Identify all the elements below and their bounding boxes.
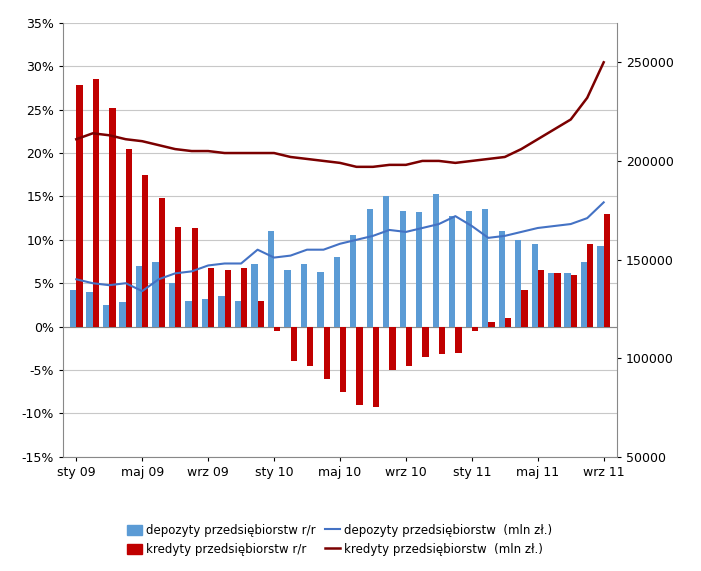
Bar: [406, 327, 412, 365]
Bar: [531, 244, 538, 327]
Bar: [208, 268, 215, 327]
Bar: [350, 235, 357, 327]
Bar: [119, 302, 125, 327]
Bar: [169, 283, 175, 327]
Bar: [522, 290, 528, 327]
Bar: [285, 270, 290, 327]
Bar: [152, 262, 158, 327]
Bar: [373, 327, 379, 407]
Bar: [489, 322, 495, 327]
Bar: [109, 108, 116, 327]
Bar: [125, 148, 132, 327]
Bar: [103, 305, 109, 327]
Bar: [334, 257, 340, 327]
Bar: [86, 292, 93, 327]
Bar: [423, 327, 428, 357]
Bar: [301, 264, 307, 327]
Bar: [390, 327, 395, 370]
Bar: [498, 231, 505, 327]
Bar: [142, 175, 149, 327]
Bar: [416, 212, 423, 327]
Bar: [274, 327, 280, 331]
Bar: [554, 273, 561, 327]
Bar: [472, 327, 478, 331]
Bar: [449, 215, 456, 327]
Bar: [456, 327, 462, 353]
Bar: [185, 300, 191, 327]
Bar: [465, 211, 472, 327]
Bar: [564, 273, 571, 327]
Bar: [597, 246, 604, 327]
Bar: [290, 327, 297, 361]
Bar: [439, 327, 445, 355]
Bar: [340, 327, 346, 392]
Bar: [93, 79, 99, 327]
Bar: [400, 211, 406, 327]
Bar: [515, 240, 522, 327]
Bar: [224, 270, 231, 327]
Bar: [268, 231, 274, 327]
Bar: [191, 228, 198, 327]
Bar: [433, 194, 439, 327]
Bar: [482, 210, 489, 327]
Bar: [257, 300, 264, 327]
Bar: [136, 266, 142, 327]
Bar: [318, 272, 323, 327]
Bar: [604, 214, 610, 327]
Bar: [202, 299, 208, 327]
Bar: [581, 262, 587, 327]
Bar: [218, 296, 224, 327]
Bar: [367, 210, 373, 327]
Bar: [383, 196, 390, 327]
Bar: [76, 85, 83, 327]
Bar: [571, 275, 577, 327]
Bar: [505, 318, 511, 327]
Bar: [241, 268, 247, 327]
Bar: [548, 273, 554, 327]
Legend: depozyty przedsiębiorstw r/r, kredyty przedsiębiorstw r/r, depozyty przedsiębior: depozyty przedsiębiorstw r/r, kredyty pr…: [123, 519, 557, 561]
Bar: [323, 327, 329, 379]
Bar: [175, 227, 182, 327]
Bar: [538, 270, 544, 327]
Bar: [158, 198, 165, 327]
Bar: [357, 327, 362, 405]
Bar: [70, 290, 76, 327]
Bar: [252, 264, 257, 327]
Bar: [587, 244, 594, 327]
Bar: [307, 327, 313, 365]
Bar: [235, 300, 241, 327]
